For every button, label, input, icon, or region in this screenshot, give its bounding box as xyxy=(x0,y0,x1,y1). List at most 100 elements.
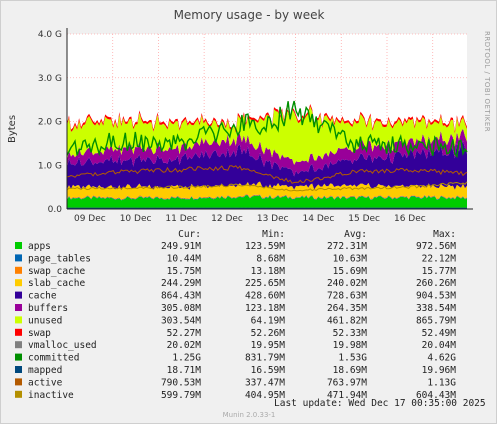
legend-value: 337.47M xyxy=(245,377,285,388)
x-tick-label: 14 Dec xyxy=(303,214,335,224)
x-tick-label: 09 Dec xyxy=(74,214,106,224)
y-tick-label: 2.0 G xyxy=(38,118,62,128)
x-tick-label: 11 Dec xyxy=(165,214,197,224)
munin-version: Munin 2.0.33-1 xyxy=(223,411,276,419)
legend-swatch xyxy=(15,353,22,361)
legend-column-header: Max: xyxy=(433,229,456,240)
legend-value: 52.49M xyxy=(422,328,457,339)
legend-value: 19.96M xyxy=(422,365,457,376)
legend-value: 249.91M xyxy=(161,241,201,252)
area-slab_cache xyxy=(67,181,467,200)
legend-value: 15.69M xyxy=(333,266,368,277)
legend-value: 1.53G xyxy=(338,353,367,364)
legend-column-header: Cur: xyxy=(178,229,201,240)
legend-swatch xyxy=(15,341,22,349)
legend-value: 10.44M xyxy=(167,253,202,264)
legend-value: 599.79M xyxy=(161,390,201,401)
legend-value: 272.31M xyxy=(327,241,367,252)
x-tick-label: 12 Dec xyxy=(211,214,243,224)
legend-value: 428.60M xyxy=(245,291,285,302)
legend-swatch xyxy=(15,254,22,262)
legend-value: 790.53M xyxy=(161,377,201,388)
x-tick-label: 10 Dec xyxy=(120,214,152,224)
legend-value: 64.19M xyxy=(251,315,286,326)
legend-value: 864.43M xyxy=(161,291,201,302)
legend-value: 1.13G xyxy=(427,377,456,388)
legend-swatch xyxy=(15,304,22,311)
legend-label: apps xyxy=(28,241,51,252)
legend-value: 338.54M xyxy=(416,303,456,314)
area-cache xyxy=(67,140,467,191)
legend-value: 52.27M xyxy=(167,328,202,339)
legend-value: 123.18M xyxy=(245,303,285,314)
legend-value: 20.02M xyxy=(167,340,202,351)
legend-value: 123.59M xyxy=(245,241,285,252)
x-tick-label: 15 Dec xyxy=(348,214,380,224)
legend-value: 904.53M xyxy=(416,291,456,302)
x-tick-label: 13 Dec xyxy=(257,214,289,224)
legend-value: 728.63M xyxy=(327,291,367,302)
legend-label: cache xyxy=(28,291,57,302)
legend-swatch xyxy=(15,279,22,287)
legend-value: 15.75M xyxy=(167,266,202,277)
legend-value: 244.29M xyxy=(161,278,201,289)
legend-label: vmalloc_used xyxy=(28,340,97,351)
legend-label: inactive xyxy=(28,390,74,401)
legend-value: 225.65M xyxy=(245,278,285,289)
legend-label: unused xyxy=(28,315,62,326)
legend-value: 13.18M xyxy=(251,266,286,277)
legend-value: 763.97M xyxy=(327,377,367,388)
legend-value: 10.63M xyxy=(333,253,368,264)
legend-column-header: Avg: xyxy=(344,229,367,240)
y-axis-label: Bytes xyxy=(7,115,18,143)
legend-value: 305.08M xyxy=(161,303,201,314)
legend-value: 260.26M xyxy=(416,278,456,289)
legend-label: swap_cache xyxy=(28,266,85,277)
legend-value: 19.95M xyxy=(251,340,286,351)
legend-value: 972.56M xyxy=(416,241,456,252)
last-update: Last update: Wed Dec 17 00:35:00 2025 xyxy=(274,398,486,409)
legend-label: slab_cache xyxy=(28,278,85,289)
legend-value: 19.98M xyxy=(333,340,368,351)
legend-value: 1.25G xyxy=(172,353,201,364)
legend-value: 471.94M xyxy=(327,390,367,401)
legend-value: 240.02M xyxy=(327,278,367,289)
area-swap_cache xyxy=(67,193,467,200)
legend-swatch xyxy=(15,316,22,324)
legend-value: 8.68M xyxy=(256,253,285,264)
area-buffers xyxy=(67,128,467,177)
legend-column-header: Min: xyxy=(262,229,285,240)
legend: Cur: Min: Avg: Max: apps 249.91M 123.59M 272.31… xyxy=(15,229,456,401)
legend-value: 404.95M xyxy=(245,390,285,401)
legend-swatch xyxy=(15,291,22,299)
legend-value: 4.62G xyxy=(427,353,456,364)
legend-value: 52.33M xyxy=(333,328,368,339)
stacked-areas xyxy=(67,104,467,209)
legend-swatch xyxy=(15,266,22,274)
legend-value: 831.79M xyxy=(245,353,285,364)
legend-value: 18.69M xyxy=(333,365,368,376)
line-active xyxy=(66,165,468,184)
legend-value: 22.12M xyxy=(422,253,457,264)
legend-value: 303.54M xyxy=(161,315,201,326)
legend-value: 604.43M xyxy=(416,390,456,401)
y-tick-label: 1.0 G xyxy=(38,161,62,171)
axes: 0.0 1.0 G 2.0 G 3.0 G 4.0 G 09 Dec 10 Dec 11 De… xyxy=(38,28,473,224)
legend-value: 18.71M xyxy=(167,365,202,376)
legend-label: page_tables xyxy=(28,253,91,264)
legend-swatch xyxy=(15,390,22,398)
legend-value: 264.35M xyxy=(327,303,367,314)
series-lines xyxy=(66,100,468,209)
legend-label: swap xyxy=(28,328,51,339)
legend-label: active xyxy=(28,377,63,388)
area-unused xyxy=(67,106,467,165)
side-watermark: RRDTOOL / TOBI OETIKER xyxy=(483,31,491,132)
y-tick-label: 3.0 G xyxy=(38,74,62,84)
legend-label: buffers xyxy=(28,303,68,314)
legend-label: mapped xyxy=(28,365,62,376)
chart-title: Memory usage - by week xyxy=(174,8,325,22)
x-tick-label: 16 Dec xyxy=(394,214,426,224)
legend-value: 16.59M xyxy=(251,365,286,376)
